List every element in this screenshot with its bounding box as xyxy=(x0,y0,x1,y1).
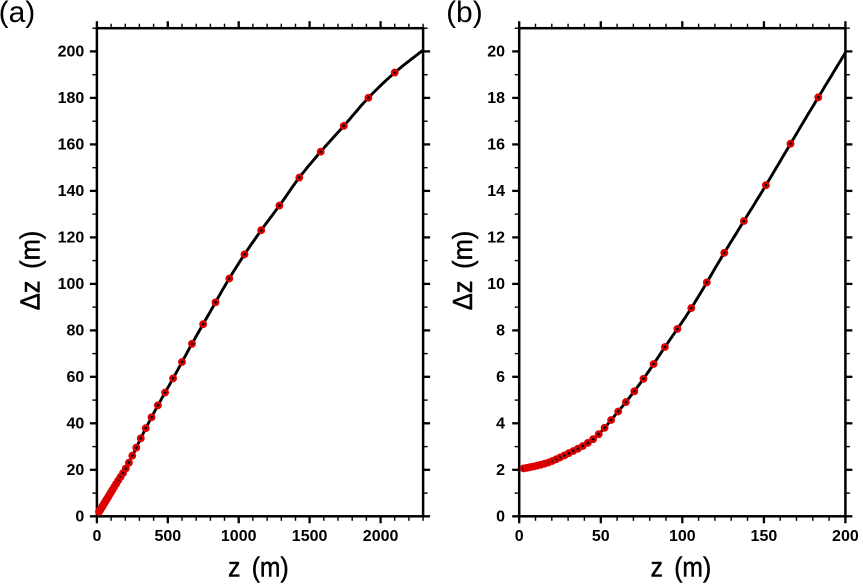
svg-text:150: 150 xyxy=(751,528,778,545)
svg-text:500: 500 xyxy=(154,528,181,545)
svg-text:140: 140 xyxy=(58,183,85,200)
svg-text:0: 0 xyxy=(515,528,524,545)
svg-text:12: 12 xyxy=(487,230,505,247)
svg-text:20: 20 xyxy=(487,44,505,61)
svg-text:8: 8 xyxy=(496,323,505,340)
svg-text:(b): (b) xyxy=(446,0,483,29)
svg-text:1500: 1500 xyxy=(292,528,328,545)
svg-text:2000: 2000 xyxy=(363,528,399,545)
svg-text:200: 200 xyxy=(832,528,859,545)
svg-text:z (m): z (m) xyxy=(228,551,288,583)
svg-text:14: 14 xyxy=(487,183,505,200)
svg-text:120: 120 xyxy=(58,230,85,247)
svg-text:Δz (m): Δz (m) xyxy=(447,231,478,311)
svg-text:0: 0 xyxy=(92,528,101,545)
svg-text:100: 100 xyxy=(669,528,696,545)
svg-text:180: 180 xyxy=(58,90,85,107)
svg-text:1000: 1000 xyxy=(221,528,257,545)
svg-text:z (m): z (m) xyxy=(651,551,711,583)
svg-text:0: 0 xyxy=(75,509,84,526)
svg-text:40: 40 xyxy=(67,416,85,433)
svg-text:2: 2 xyxy=(496,462,505,479)
svg-text:10: 10 xyxy=(487,276,505,293)
svg-text:200: 200 xyxy=(58,44,85,61)
svg-text:160: 160 xyxy=(58,137,85,154)
svg-text:20: 20 xyxy=(67,462,85,479)
svg-text:(a): (a) xyxy=(0,0,35,29)
svg-text:6: 6 xyxy=(496,369,505,386)
svg-text:18: 18 xyxy=(487,90,505,107)
svg-text:50: 50 xyxy=(592,528,610,545)
svg-text:4: 4 xyxy=(496,416,505,433)
svg-text:80: 80 xyxy=(67,323,85,340)
svg-text:0: 0 xyxy=(496,509,505,526)
svg-text:100: 100 xyxy=(58,276,85,293)
svg-text:Δz (m): Δz (m) xyxy=(14,231,45,311)
svg-text:16: 16 xyxy=(487,137,505,154)
svg-text:60: 60 xyxy=(67,369,85,386)
